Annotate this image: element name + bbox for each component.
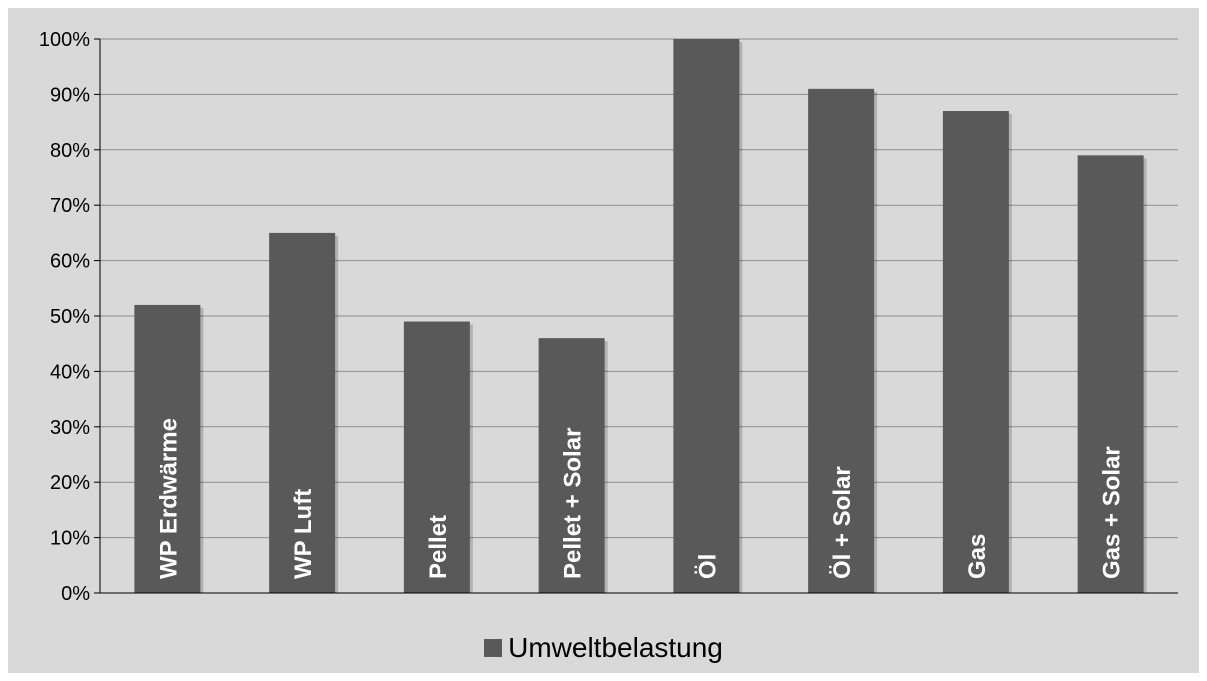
- bar: [1077, 155, 1144, 593]
- y-tick-label: 20%: [50, 472, 90, 494]
- y-tick-label: 10%: [50, 528, 90, 550]
- y-tick-label: 30%: [50, 417, 90, 439]
- legend: Umweltbelastung: [8, 632, 1199, 664]
- category-label: WP Erdwärme: [155, 418, 182, 579]
- y-tick-label: 80%: [50, 140, 90, 162]
- y-tick-label: 0%: [61, 583, 90, 605]
- y-tick-label: 50%: [50, 306, 90, 328]
- category-label: Gas + Solar: [1099, 446, 1126, 579]
- y-tick-label: 70%: [50, 195, 90, 217]
- bar: [808, 88, 875, 594]
- bars: WP Erdwärme WP Luft Pellet Pellet + Solar Öl…: [134, 39, 1147, 594]
- category-label: Pellet: [425, 515, 452, 579]
- category-label: Pellet + Solar: [560, 428, 587, 579]
- gridlines: [100, 38, 1178, 539]
- chart-area: WP Erdwärme WP Luft Pellet Pellet + Solar Öl…: [8, 8, 1199, 673]
- y-tick-label: 40%: [50, 361, 90, 383]
- category-label: Gas: [964, 534, 991, 579]
- category-label: Öl + Solar: [829, 466, 856, 579]
- bar: [538, 338, 605, 593]
- legend-swatch: [484, 639, 503, 657]
- category-label: WP Luft: [290, 489, 317, 579]
- bar: [269, 232, 336, 593]
- bar: [942, 111, 1009, 594]
- y-tick-label: 90%: [50, 84, 90, 106]
- bar: [134, 304, 201, 593]
- bar: [673, 39, 740, 593]
- bar: [403, 321, 470, 593]
- y-tick-label: 60%: [50, 251, 90, 273]
- bar-chart: WP Erdwärme WP Luft Pellet Pellet + Solar Öl…: [39, 29, 1178, 605]
- legend-label: Umweltbelastung: [508, 632, 723, 663]
- axes: 0% 10% 20% 30% 40% 50% 60% 70% 80% 90% 100%: [39, 29, 1178, 605]
- category-label: Öl: [694, 554, 721, 579]
- y-tick-label: 100%: [39, 29, 90, 51]
